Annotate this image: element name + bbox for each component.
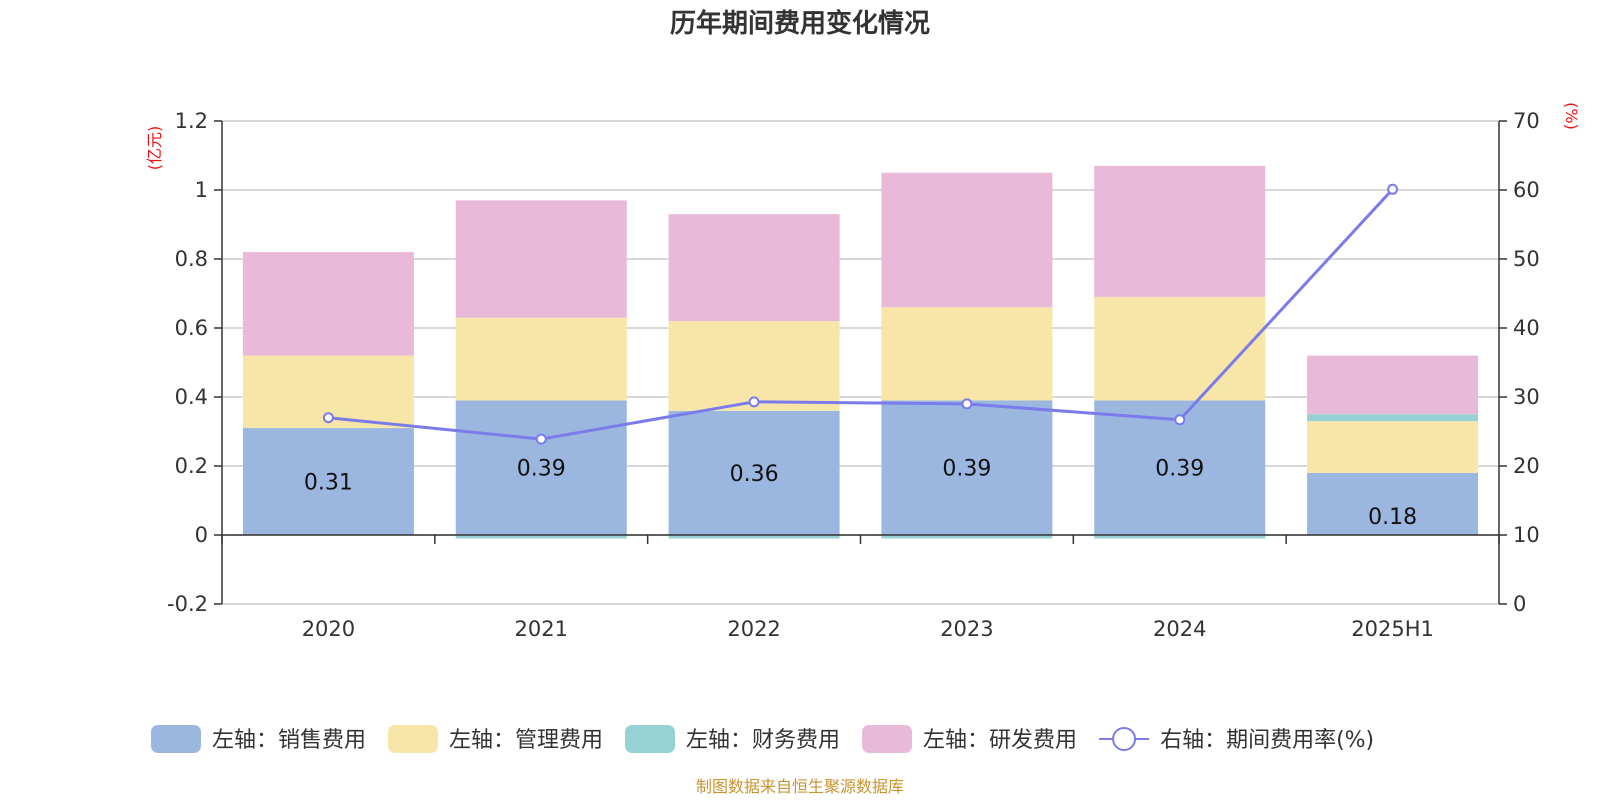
bar-segment (455, 535, 627, 539)
rate-point (748, 396, 760, 408)
bars (242, 165, 1479, 539)
x-tick-label: 2023 (940, 617, 993, 641)
bar-data-label: 0.39 (942, 457, 991, 482)
left-tick-label: 1 (195, 178, 208, 202)
bar-data-label: 0.36 (730, 462, 779, 487)
rate-point (961, 398, 973, 410)
axes: 1.2 1 0.8 0.6 0.4 0.2 0 -0.2 70 60 50 40 30 20 10 0 2020… (167, 109, 1540, 641)
left-tick-label: 0.6 (175, 316, 208, 340)
right-tick-label: 20 (1513, 454, 1540, 478)
x-tick-label: 2024 (1153, 617, 1206, 641)
right-tick-label: 50 (1513, 247, 1540, 271)
source-note: 制图数据来自恒生聚源数据库 (696, 777, 904, 796)
right-tick-label: 40 (1513, 316, 1540, 340)
rate-point (535, 433, 547, 445)
bar-segment (668, 535, 840, 539)
bar-segment (242, 428, 414, 535)
right-tick-label: 0 (1513, 592, 1526, 616)
legend-label: 左轴：财务费用 (686, 728, 840, 753)
bar-segment (1094, 535, 1266, 539)
bar-segment (1307, 355, 1479, 415)
rate-point (1174, 414, 1186, 426)
x-tick-label: 2021 (515, 617, 568, 641)
right-tick-label: 30 (1513, 385, 1540, 409)
bar-data-label: 0.39 (1155, 457, 1204, 482)
bar-segment (1094, 296, 1266, 401)
bar-segment (881, 400, 1053, 535)
x-tick-label: 2020 (302, 617, 355, 641)
chart-title: 历年期间费用变化情况 (670, 8, 930, 39)
data-labels: 0.31 0.39 0.36 0.39 0.39 0.18 (304, 457, 1417, 530)
legend-marker (1112, 727, 1137, 751)
legend-swatch (862, 725, 913, 753)
bar-segment (668, 214, 840, 322)
bar-segment (1094, 165, 1266, 297)
legend-swatch (388, 725, 439, 753)
left-tick-label: 1.2 (175, 109, 208, 133)
x-tick-label: 2022 (727, 617, 780, 641)
x-tick-label: 2025H1 (1351, 617, 1434, 641)
right-tick-label: 10 (1513, 523, 1540, 547)
legend-swatch (625, 725, 676, 753)
bar-segment (242, 252, 414, 356)
rate-point (322, 412, 334, 424)
rate-point (1387, 183, 1399, 195)
bar-segment (455, 400, 627, 535)
rate-line (322, 183, 1399, 445)
legend-label: 右轴：期间费用率(%) (1160, 728, 1374, 753)
right-tick-label: 70 (1513, 109, 1540, 133)
left-tick-label: 0.4 (175, 385, 208, 409)
left-tick-label: 0.2 (175, 454, 208, 478)
left-tick-label: 0.8 (175, 247, 208, 271)
rate-line-path (328, 188, 1394, 441)
legend: 左轴：销售费用 左轴：管理费用 左轴：财务费用 左轴：研发费用 右轴：期间费用率(%) (151, 725, 1374, 753)
bar-segment (668, 321, 840, 411)
legend-swatch (151, 725, 201, 753)
bar-segment (881, 172, 1053, 308)
legend-label: 左轴：管理费用 (449, 728, 603, 753)
bar-data-label: 0.39 (517, 457, 566, 482)
left-tick-label: 0 (195, 523, 208, 547)
bar-segment (881, 307, 1053, 401)
right-tick-label: 60 (1513, 178, 1540, 202)
legend-label: 左轴：销售费用 (212, 728, 366, 753)
bar-data-label: 0.31 (304, 471, 353, 496)
left-tick-label: -0.2 (167, 592, 208, 616)
bar-segment (1307, 421, 1479, 473)
bar-segment (1307, 472, 1479, 535)
bar-segment (1307, 414, 1479, 422)
legend-label: 左轴：研发费用 (923, 728, 1077, 753)
left-axis-unit: (亿元) (145, 126, 164, 171)
bar-segment (668, 410, 840, 535)
bar-data-label: 0.18 (1368, 505, 1417, 530)
bar-segment (881, 535, 1053, 539)
right-axis-unit: (%) (1562, 102, 1581, 130)
bar-segment (455, 200, 627, 318)
bar-segment (455, 317, 627, 401)
